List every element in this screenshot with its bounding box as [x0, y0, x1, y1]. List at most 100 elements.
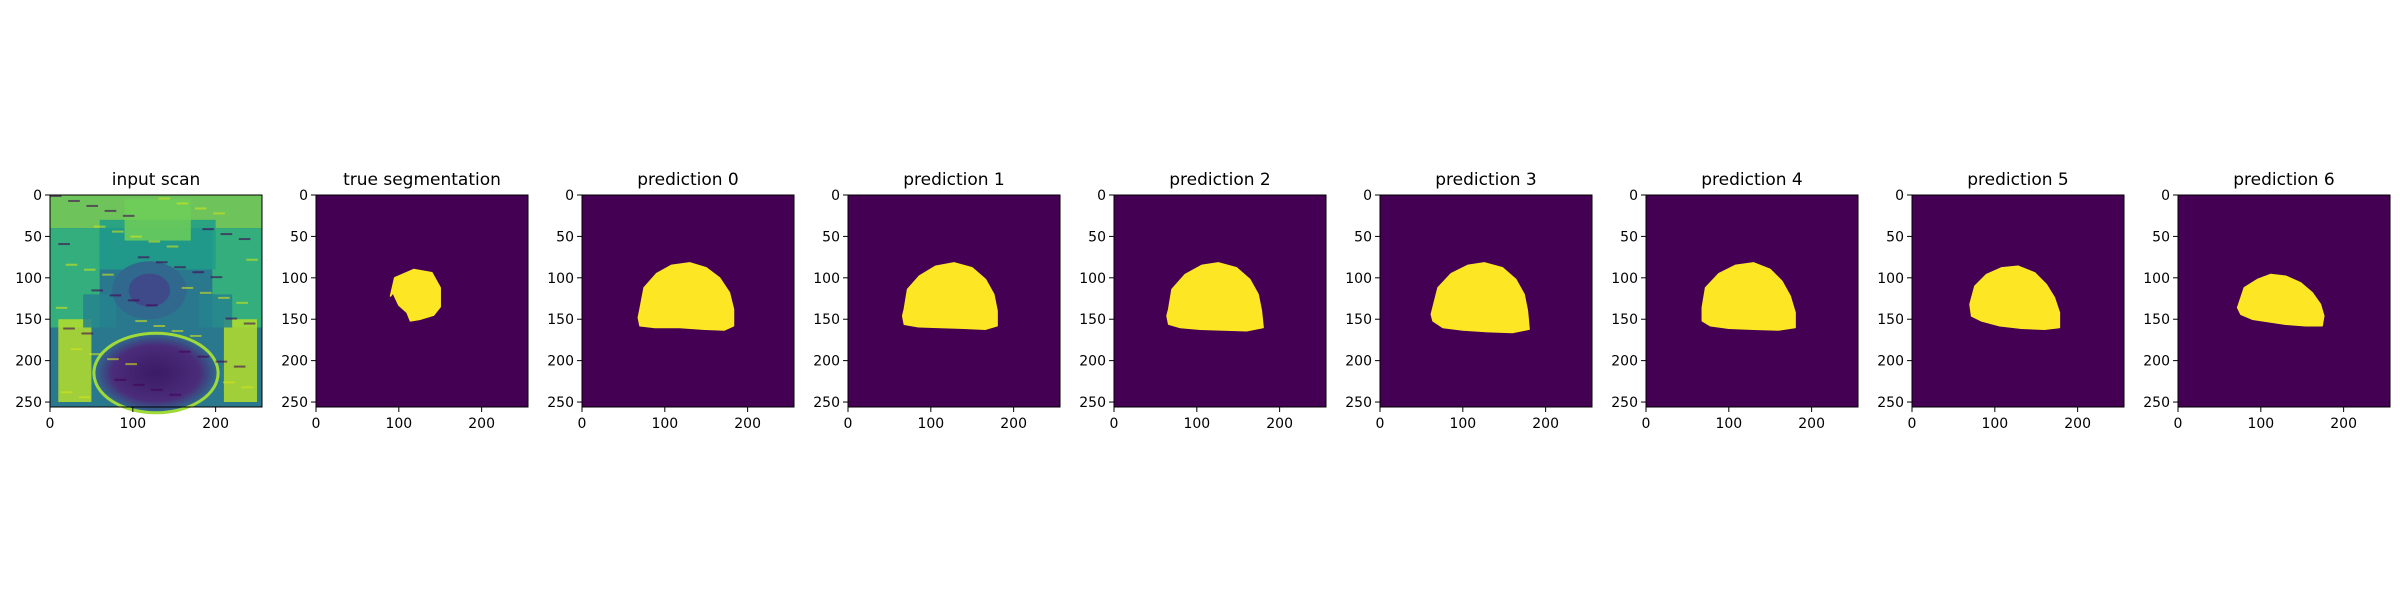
y-tick-label: 100: [1611, 271, 1638, 287]
y-tick-label: 200: [1611, 354, 1638, 370]
y-tick-label: 100: [1877, 271, 1904, 287]
x-tick-label: 200: [2064, 416, 2091, 432]
y-tick-label: 150: [813, 312, 840, 328]
y-tick-label: 0: [1097, 188, 1106, 204]
scan-speckle: [176, 202, 189, 205]
scan-speckle: [241, 386, 253, 389]
scan-speckle: [78, 396, 91, 399]
scan-speckle: [246, 258, 258, 261]
scan-speckle: [107, 358, 119, 361]
y-tick-label: 100: [2143, 271, 2170, 287]
y-tick-label: 200: [2143, 354, 2170, 370]
x-tick-label: 0: [1908, 416, 1917, 432]
scan-speckle: [91, 289, 103, 292]
scan-speckle: [153, 325, 166, 328]
y-tick-label: 150: [1345, 312, 1372, 328]
scan-speckle: [199, 291, 212, 294]
x-tick-label: 100: [385, 416, 412, 432]
y-tick-label: 150: [2143, 312, 2170, 328]
scan-speckle: [169, 393, 181, 396]
scan-speckle: [109, 294, 122, 297]
scan-speckle: [236, 301, 248, 304]
scan-speckle: [122, 214, 135, 217]
panel-title: prediction 1: [903, 170, 1005, 190]
x-tick-label: 0: [46, 416, 55, 432]
x-tick-label: 200: [1266, 416, 1293, 432]
y-tick-label: 50: [2152, 229, 2170, 245]
y-tick-label: 0: [33, 188, 42, 204]
scan-speckle: [238, 238, 251, 241]
segmentation-mask: [2236, 273, 2325, 327]
x-tick-label: 200: [202, 416, 229, 432]
y-tick-label: 0: [1363, 188, 1372, 204]
segmentation-mask: [637, 262, 735, 331]
y-tick-label: 150: [547, 312, 574, 328]
x-tick-label: 100: [1715, 416, 1742, 432]
scan-speckle: [114, 378, 127, 381]
scan-speckle: [127, 299, 140, 302]
scan-lower-oval: [92, 331, 220, 415]
y-tick-label: 150: [1611, 312, 1638, 328]
segmentation-mask: [1969, 265, 2061, 330]
x-tick-label: 200: [1798, 416, 1825, 432]
scan-speckle: [132, 383, 145, 386]
y-tick-label: 50: [24, 229, 42, 245]
y-tick-label: 200: [547, 354, 574, 370]
scan-speckle: [60, 391, 73, 394]
y-tick-label: 200: [1345, 354, 1372, 370]
scan-speckle: [233, 365, 246, 368]
y-tick-label: 250: [15, 395, 42, 411]
scan-speckle: [68, 199, 80, 202]
scan-speckle: [125, 363, 137, 366]
scan-speckle: [158, 197, 171, 200]
y-tick-label: 200: [15, 354, 42, 370]
y-tick-label: 100: [547, 271, 574, 287]
x-tick-label: 100: [119, 416, 146, 432]
y-tick-label: 0: [831, 188, 840, 204]
y-tick-label: 0: [565, 188, 574, 204]
y-tick-label: 200: [813, 354, 840, 370]
x-tick-label: 200: [1000, 416, 1027, 432]
axes-frame: [581, 194, 795, 408]
scan-speckle: [70, 348, 83, 351]
scan-speckle: [102, 273, 114, 276]
axes-frame: [847, 194, 1061, 408]
segmentation-mask: [389, 268, 441, 322]
scan-speckle: [210, 276, 223, 279]
y-tick-label: 0: [1629, 188, 1638, 204]
y-tick-label: 150: [281, 312, 308, 328]
y-tick-label: 100: [281, 271, 308, 287]
scan-speckle: [189, 334, 202, 337]
x-tick-label: 0: [312, 416, 321, 432]
x-tick-label: 0: [2174, 416, 2183, 432]
scan-speckle: [194, 207, 207, 210]
y-tick-label: 100: [1079, 271, 1106, 287]
panel-title: prediction 3: [1435, 170, 1537, 190]
y-tick-label: 250: [547, 395, 574, 411]
x-tick-label: 200: [468, 416, 495, 432]
scan-speckle: [166, 245, 179, 248]
y-tick-label: 250: [1877, 395, 1904, 411]
scan-speckle: [104, 209, 117, 212]
scan-speckle: [58, 243, 70, 246]
scan-speckle: [243, 322, 256, 325]
scan-speckle: [83, 268, 96, 271]
segmentation-mask: [1430, 262, 1530, 334]
x-tick-label: 200: [734, 416, 761, 432]
panel-title: prediction 5: [1967, 170, 2069, 190]
scan-speckle: [63, 327, 75, 330]
y-tick-label: 100: [1345, 271, 1372, 287]
panel-title: prediction 4: [1701, 170, 1803, 190]
x-tick-label: 100: [1449, 416, 1476, 432]
y-tick-label: 150: [15, 312, 42, 328]
x-tick-label: 100: [2247, 416, 2274, 432]
axes-frame: [2177, 194, 2391, 408]
scan-speckle: [50, 195, 62, 197]
scan-speckle: [223, 381, 235, 384]
x-tick-label: 100: [1183, 416, 1210, 432]
